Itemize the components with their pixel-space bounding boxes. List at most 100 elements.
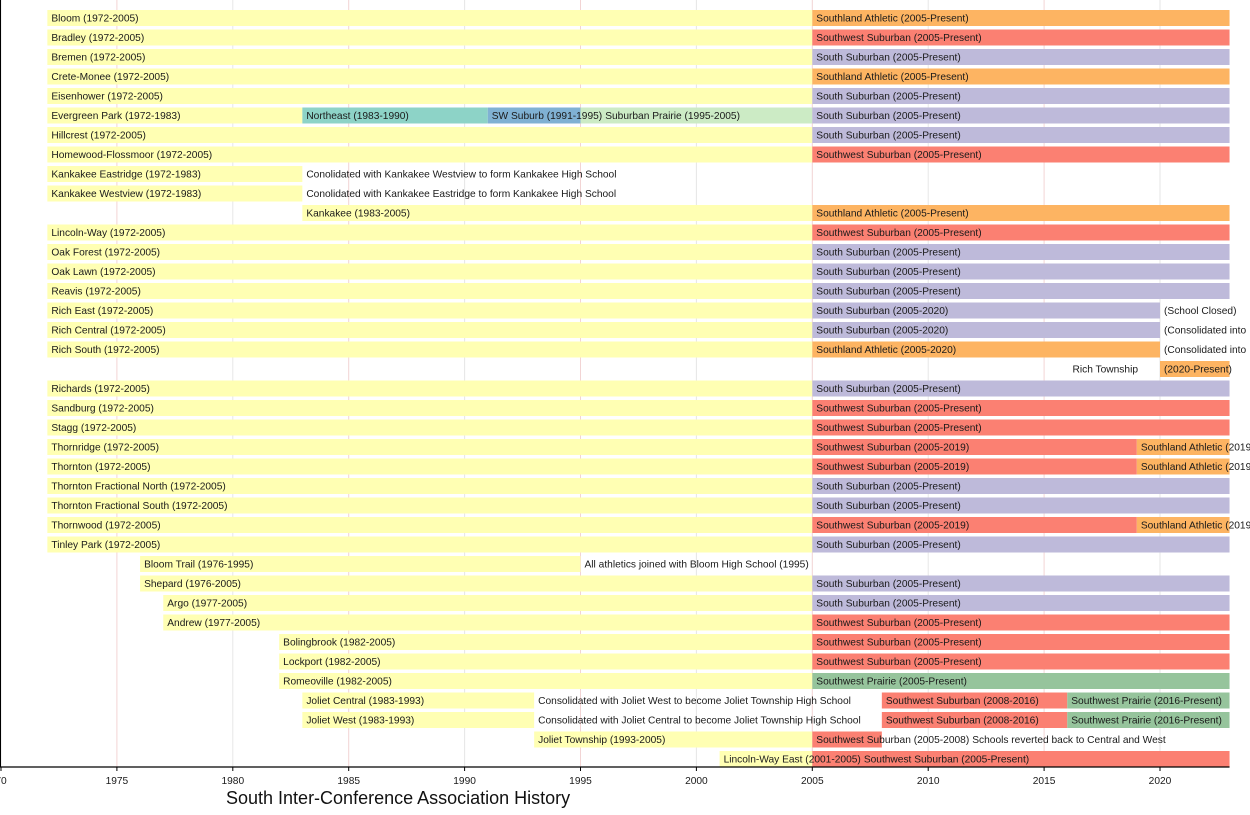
segment-label: South Suburban (2005-Present) [816,482,960,493]
segment-label: Southland Athletic (2005-Present) [816,14,968,25]
segment-bar [47,88,813,104]
segment-bar [812,107,1230,124]
segment-label: Thornton Fractional North (1972-2005) [51,482,225,493]
segment-bar [47,107,303,124]
segment-bar [47,497,813,514]
segment-label: Thornridge (1972-2005) [51,443,159,454]
segment-label: Oak Lawn (1972-2005) [51,267,155,278]
segment-bar [812,731,882,748]
segment-label: Andrew (1977-2005) [167,618,260,629]
segment-bar [163,595,813,611]
segment-label: Rich East (1972-2005) [51,306,153,317]
segment-label: Thornton (1972-2005) [51,462,150,473]
segment-bar [580,107,813,124]
segment-label: Bradley (1972-2005) [51,33,144,44]
segment-label: Joliet West (1983-1993) [306,716,414,727]
segment-label: Southwest Suburban (2008-2016) [886,696,1039,707]
segment-bar [812,595,1230,611]
segment-bar [812,673,1230,689]
segment-label: Sandburg (1972-2005) [51,404,154,415]
segment-label: Northeast (1983-1990) [306,111,409,122]
segment-bar [302,692,535,709]
segment-bar [881,692,1068,709]
segment-bar [140,556,581,572]
segment-bar [812,575,1230,592]
segment-bar [812,224,1230,241]
segment-label: Lincoln-Way (1972-2005) [51,228,165,239]
segment-label: Bloom Trail (1976-1995) [144,560,253,571]
segment-bar [812,68,1230,85]
segment-label: Southwest Suburban (2005-Present) [816,618,981,629]
segment-bar [812,478,1230,494]
x-tick-label: 2000 [685,776,708,787]
segment-label: Thornwood (1972-2005) [51,521,160,532]
segment-bar [1067,712,1230,728]
annotation-label: Consolidated with Joliet Central to beco… [538,716,861,727]
annotation-label: Consolidated with Joliet West to become … [538,696,851,707]
x-tick-label: 1985 [337,776,360,787]
segment-label: Southland Athletic (2005-2020) [816,345,956,356]
segment-label: South Suburban (2005-2020) [816,306,948,317]
segment-bar [1136,458,1230,475]
segment-bar [812,302,1160,319]
x-tick-label: 2005 [801,776,824,787]
segment-bar [812,88,1230,104]
segment-label: Crete-Monee (1972-2005) [51,72,169,83]
segment-bar [1160,361,1230,377]
segment-bar [47,166,303,182]
segment-label: Southwest Suburban (2005-2019) [816,443,969,454]
segment-bar [47,127,813,143]
segment-label: South Suburban (2005-Present) [816,131,960,142]
segment-label: Tinley Park (1972-2005) [51,540,160,551]
segment-label: Romeoville (1982-2005) [283,677,392,688]
segment-label: Southwest Suburban (2005-Present) [816,423,981,434]
segment-bar [812,127,1230,143]
segment-label: Bremen (1972-2005) [51,53,145,64]
segment-label: South Suburban (2005-Present) [816,384,960,395]
timeline-bars [47,10,1230,767]
segment-label: Southland Athletic (2019-Present) [1141,462,1250,473]
segment-bar [47,341,813,358]
segment-bar [1067,692,1230,709]
segment-bar [47,478,813,494]
x-tick-label: 2020 [1149,776,1172,787]
segment-bar [47,10,813,26]
segment-bar [812,29,1230,46]
segment-label: Southwest Suburban (2005-Present) [816,404,981,415]
segment-bar [812,614,1230,631]
x-tick-label: 2015 [1033,776,1056,787]
segment-bar [1136,439,1230,455]
segment-bar [812,10,1230,26]
segment-bar [47,68,813,85]
segment-label: South Suburban (2005-Present) [816,540,960,551]
segment-bar [47,419,813,436]
segment-bar [302,107,488,124]
segment-bar [279,673,813,689]
segment-label: Eisenhower (1972-2005) [51,92,163,103]
segment-bar [812,653,1230,670]
segment-bar [812,751,1230,767]
segment-bar [47,536,813,553]
segment-label: Southwest Prairie (2005-Present) [816,677,967,688]
annotation-label: (School Closed) [1164,306,1236,317]
segment-label: Richards (1972-2005) [51,384,150,395]
segment-label: Hillcrest (1972-2005) [51,131,146,142]
segment-label: Evergreen Park (1972-1983) [51,111,180,122]
segment-label: Southwest Prairie (2016-Present) [1071,716,1222,727]
segment-bar [812,439,1137,455]
segment-bar [47,49,813,65]
segment-bar [279,653,813,670]
segment-label: Kankakee (1983-2005) [306,209,410,220]
segment-bar [812,205,1230,221]
segment-label: South Suburban (2005-Present) [816,501,960,512]
segment-label: Oak Forest (1972-2005) [51,248,160,259]
segment-label: Southland Athletic (2005-Present) [816,72,968,83]
segment-label: (2020-Present) [1164,365,1232,376]
segment-bar [487,107,581,124]
segment-bar [812,400,1230,416]
segment-bar [812,263,1230,280]
segment-bar [812,634,1230,650]
segment-bar [47,439,813,455]
segment-label: Shepard (1976-2005) [144,579,241,590]
